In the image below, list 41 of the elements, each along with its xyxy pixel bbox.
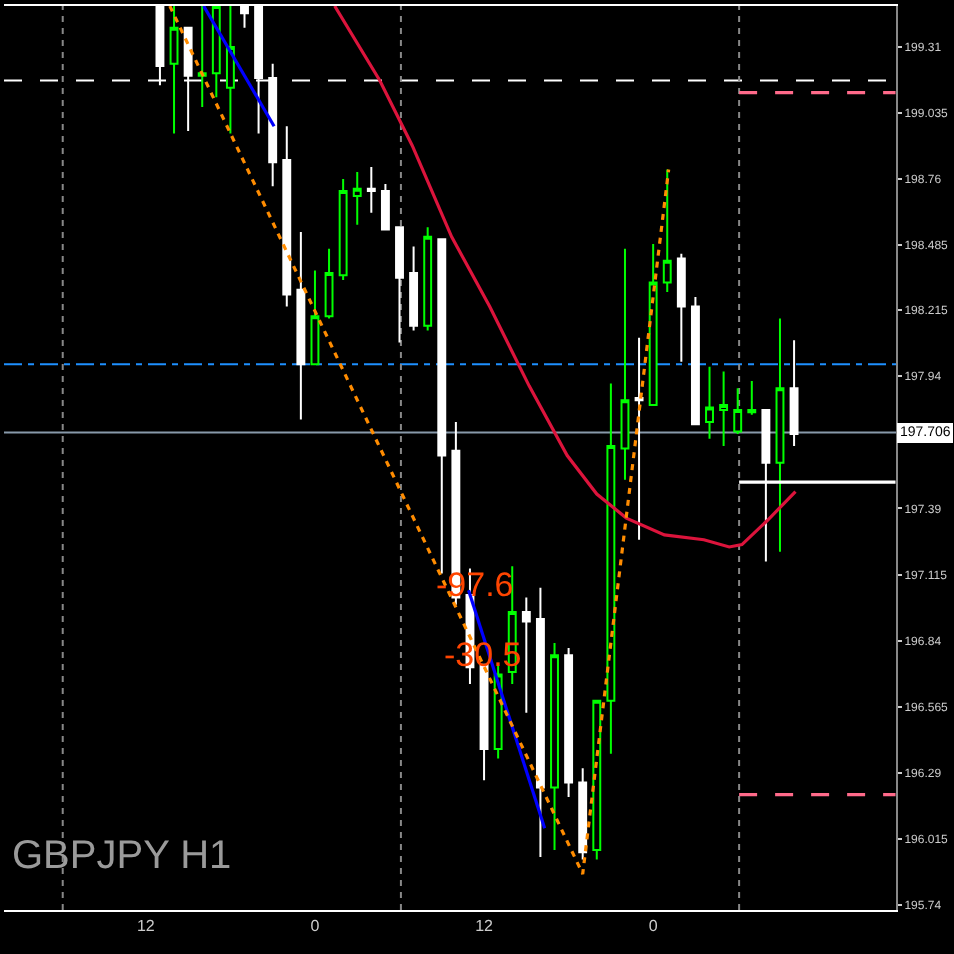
candlestick (648, 243, 658, 407)
candlestick (211, 6, 221, 99)
x-tick-label: 12 (475, 917, 495, 936)
candlestick (690, 295, 700, 426)
candlestick (338, 178, 348, 282)
candlestick (719, 370, 729, 447)
candlestick (225, 6, 235, 135)
candlestick (620, 247, 630, 481)
candlestick (324, 247, 334, 320)
candlestick (747, 380, 757, 416)
candlestick (521, 596, 531, 714)
candlestick (733, 387, 743, 435)
candlestick (169, 6, 179, 135)
candlestick (564, 646, 574, 798)
text: GBPJPY H1 (12, 834, 232, 878)
x-tick-label: 0 (648, 917, 659, 936)
x-tick-label: 0 (310, 917, 321, 936)
candlestick (676, 252, 686, 363)
candlestick (310, 269, 320, 366)
candlestick (550, 642, 559, 851)
candlestick (606, 382, 616, 755)
candlestick (423, 226, 433, 332)
candlestick (775, 317, 785, 553)
x-tick-label: 12 (136, 917, 156, 936)
candlestick (592, 699, 602, 861)
candlestick (380, 182, 390, 231)
candlestick (296, 231, 306, 421)
candlestick (437, 238, 447, 575)
candlestick (479, 663, 489, 782)
candlestick (634, 336, 644, 541)
candlestick (789, 339, 799, 447)
candlestick (282, 125, 292, 308)
candlestick (662, 168, 672, 294)
candlestick (366, 166, 376, 214)
candlestick (705, 365, 714, 440)
candlestick (578, 767, 588, 861)
candlestick (352, 170, 362, 226)
candlestick (395, 226, 404, 344)
candlestick (197, 6, 207, 108)
candlestick (535, 586, 545, 859)
candlestick (409, 245, 419, 332)
